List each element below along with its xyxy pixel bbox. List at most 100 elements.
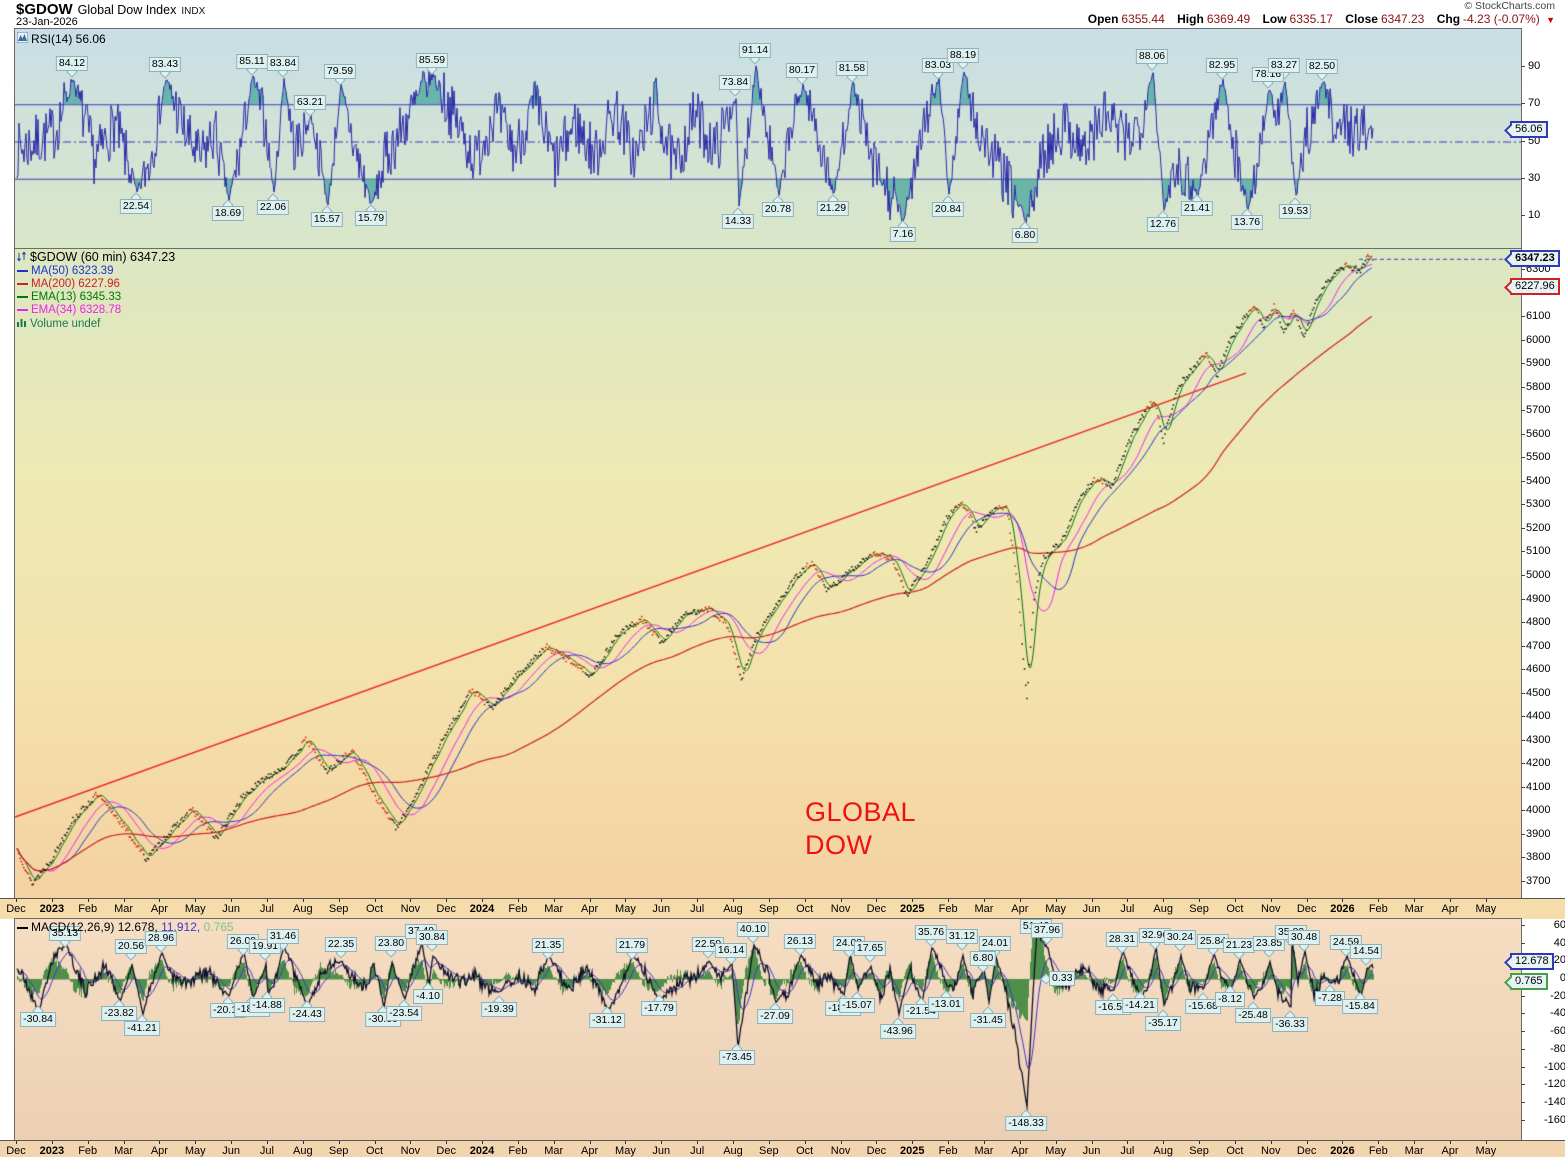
annotation-label: -31.12 [589,1012,625,1028]
month-label: Apr [1011,1145,1029,1157]
month-label: Oct [796,1145,814,1157]
month-label: Apr [1011,903,1029,915]
month-label: Apr [1441,1145,1459,1157]
axis-tick [1521,363,1525,365]
month-label: Apr [581,903,599,915]
month-tick [1414,899,1416,902]
axis-tick [1521,1013,1525,1015]
axis-tick [1521,1084,1525,1086]
macd-legend-label: MACD(12,26,9) 12.678, [31,920,158,934]
axis-tick-label: 4200 [1526,757,1551,770]
date-axis-middle: Dec 2023 Feb Mar Apr May Jun Jul Aug Sep Oct Nov Dec… [0,898,1565,919]
annotation-label: 81.58 [835,60,869,76]
annotation-label: 19.53 [1278,204,1312,220]
symbol-block: $GDOW Global Dow Index INDX [16,1,205,19]
axis-tick-label: 4000 [1526,804,1551,817]
axis-tick [1521,140,1525,142]
month-tick [1450,1141,1451,1144]
month-tick [768,899,770,902]
month-tick [1414,1141,1416,1144]
month-label: Mar [544,1145,564,1157]
axis-tick-label: 4800 [1526,616,1551,629]
axis-tick [1521,66,1525,67]
overlay-legend-label: MA(50) 6323.39 [31,264,114,277]
month-label: Mar [544,903,564,915]
annotation-label: 35.13 [48,925,82,941]
annotation-label: 25.84 [1196,934,1230,950]
axis-tick [1521,1048,1525,1050]
axis-tick-label: 4700 [1526,639,1551,652]
annotation-label: -43.96 [880,1023,916,1039]
overlay-legend-label: EMA(13) 6345.33 [31,290,122,303]
change-value: -4.23 (-0.07%) [1463,12,1540,26]
month-label: Jun [222,903,240,915]
month-label: Dec [436,1145,456,1157]
month-tick [1378,1141,1380,1144]
month-tick [1055,1141,1057,1144]
month-label: Jul [1120,903,1135,915]
annotation-label: 73.84 [718,75,752,91]
month-label: Oct [796,903,814,915]
month-tick [338,1141,340,1144]
annotation-label: 80.17 [785,63,819,79]
month-label: Dec [1296,1145,1317,1157]
month-label: Oct [1226,1145,1244,1157]
axis-tick-label: 4400 [1526,710,1551,723]
month-tick [1306,1141,1308,1144]
annotation-label: 17.65 [853,941,887,957]
axis-tick-label: 4300 [1526,733,1551,746]
month-label: 2026 [1330,1145,1355,1157]
annotation-label: -27.09 [757,1008,793,1024]
watermark-line2: DOW [805,830,873,860]
month-label: Feb [1368,1145,1388,1157]
annotation-label: 28.96 [144,931,178,947]
annotation-label: 22.54 [119,198,153,214]
overlay-legend-rows: MA(50) 6323.39 MA(200) 6227.96 EMA(13) 634… [17,265,175,317]
month-tick [410,899,412,902]
ma200-line-swatch [17,282,28,285]
month-tick [1450,899,1451,902]
annotation-label: 22.50 [691,937,725,953]
month-tick [912,1141,914,1144]
axis-tick [1521,574,1525,576]
annotation-label: 79.59 [323,64,357,80]
overlay-legend-row: EMA(13) 6345.33 [17,291,175,304]
ma50-line-swatch [17,269,28,272]
month-tick [87,899,89,902]
macd-legend: MACD(12,26,9) 12.678, 11.912, 0.765 [17,920,234,934]
month-tick [1127,1141,1129,1144]
axis-tick-label: 5900 [1526,357,1551,370]
axis-tick-label: 30 [1528,171,1541,184]
month-tick [51,1141,53,1144]
month-tick [1019,899,1021,902]
volume-bars-icon [17,317,27,331]
month-tick [1342,1141,1344,1144]
annotation-label: 83.27 [1267,57,1301,73]
annotation-label: 82.50 [1305,58,1339,74]
month-tick [1306,899,1308,902]
axis-tick [1521,881,1525,882]
close-label: Close [1345,12,1378,26]
month-label: Jun [652,1145,671,1157]
month-tick [16,1141,17,1144]
month-label: Aug [723,1145,743,1157]
month-tick [1055,899,1057,902]
axis-tick-label: 90 [1528,60,1541,72]
month-tick [661,1141,663,1144]
month-label: Apr [150,1145,168,1157]
chart-header: $GDOW Global Dow Index INDX 23-Jan-2026 © … [0,0,1565,28]
month-tick [1019,1141,1021,1144]
annotation-label: 88.06 [1135,48,1169,64]
axis-tick [1521,645,1525,647]
axis-tick [1521,692,1525,694]
month-label: May [615,903,636,915]
price-legend: $GDOW (60 min) 6347.23 MA(50) 6323.39 MA(… [17,250,175,331]
annotation-label: 23.80 [374,935,408,951]
price-legend-title: $GDOW (60 min) 6347.23 [30,250,176,264]
month-label: Sep [1189,903,1209,915]
axis-tick-label: 4500 [1526,686,1551,699]
annotation-label: -15.07 [839,998,875,1014]
annotation-label: 83.84 [266,56,300,72]
month-tick [195,1141,197,1144]
month-label: Nov [1260,903,1281,915]
